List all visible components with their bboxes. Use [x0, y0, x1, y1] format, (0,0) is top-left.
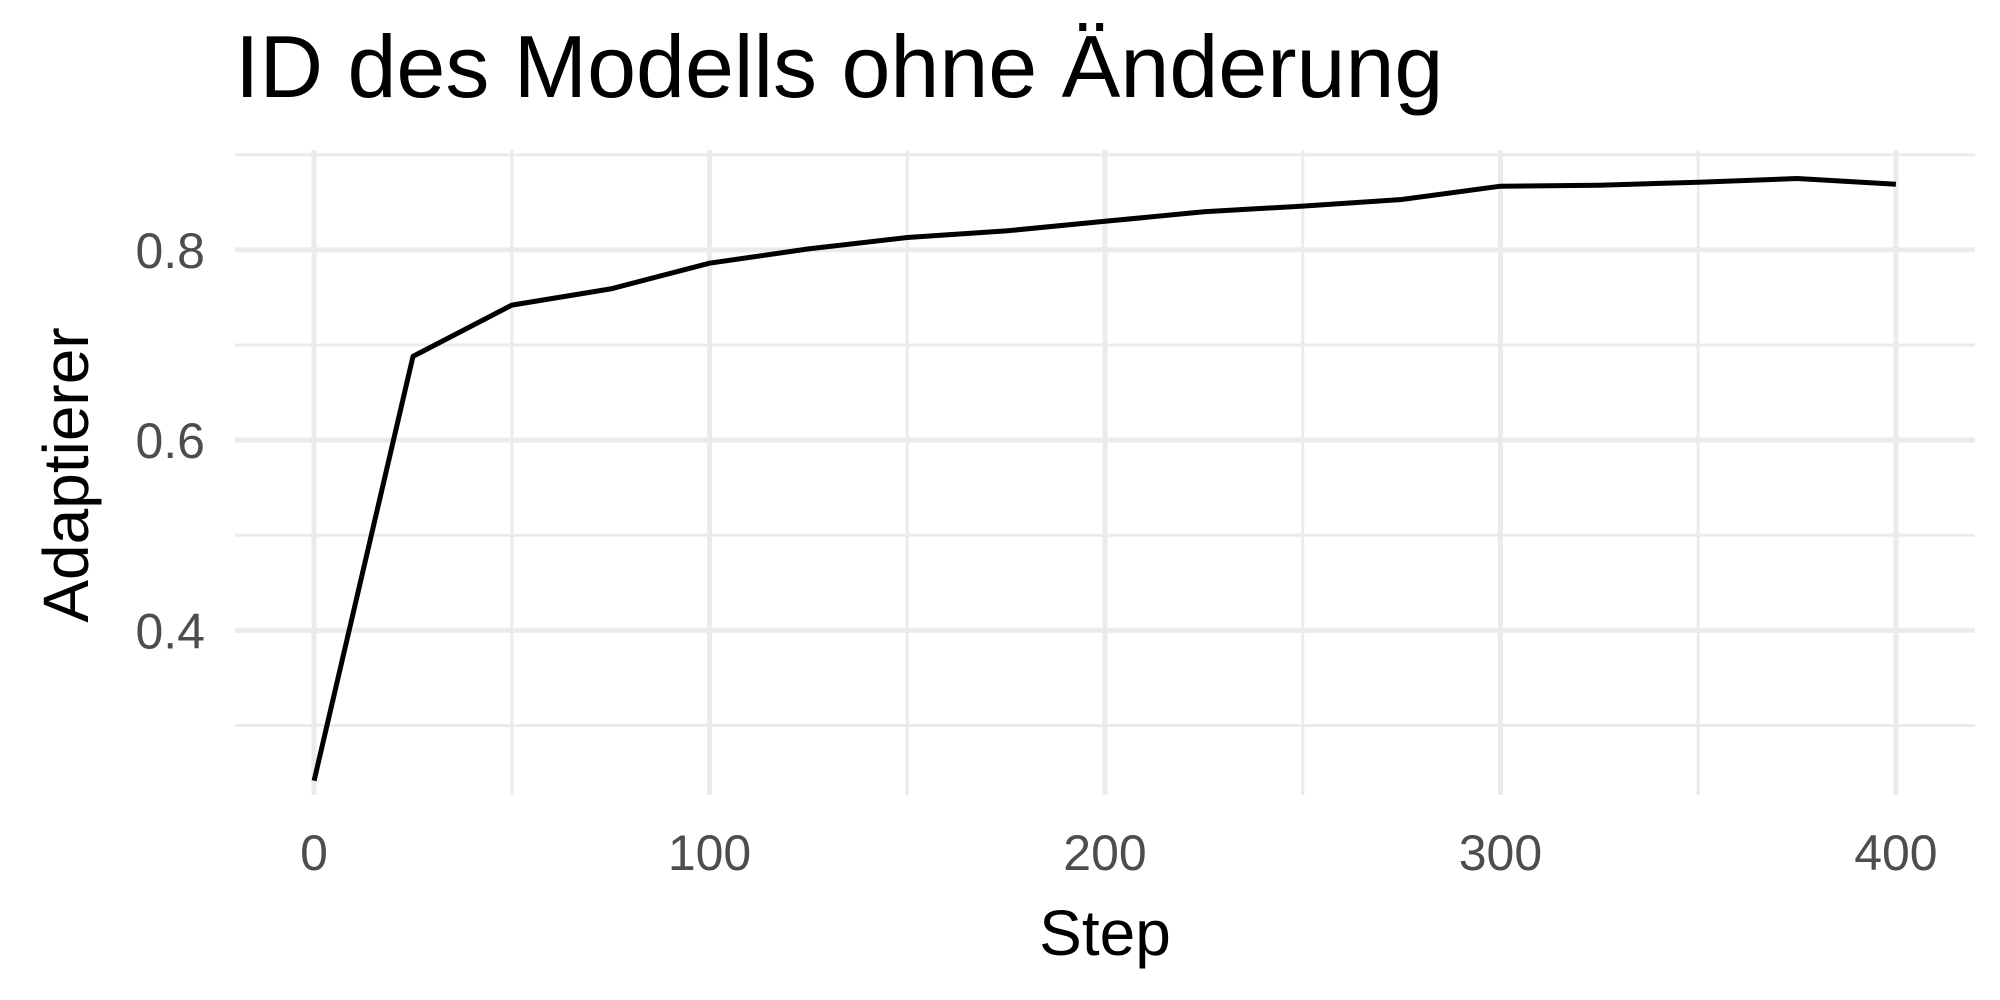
y-tick-label: 0.6: [135, 413, 205, 469]
x-tick-label: 0: [300, 825, 328, 881]
series-layer: [311, 176, 1897, 782]
y-axis-title: Adaptierer: [30, 327, 102, 622]
major-gridlines: [235, 150, 1975, 795]
x-tick-label: 300: [1459, 825, 1542, 881]
chart-title: ID des Modells ohne Änderung: [235, 17, 1443, 116]
y-tick-label: 0.8: [135, 223, 205, 279]
x-axis-tick-labels: 0 100 200 300 400: [300, 825, 1937, 881]
y-axis-tick-labels: 0.4 0.6 0.8: [135, 223, 205, 660]
series-line: [311, 176, 1897, 782]
x-tick-label: 200: [1063, 825, 1146, 881]
x-tick-label: 400: [1854, 825, 1937, 881]
x-axis-title: Step: [1039, 897, 1171, 969]
y-tick-label: 0.4: [135, 603, 205, 659]
x-tick-label: 100: [668, 825, 751, 881]
